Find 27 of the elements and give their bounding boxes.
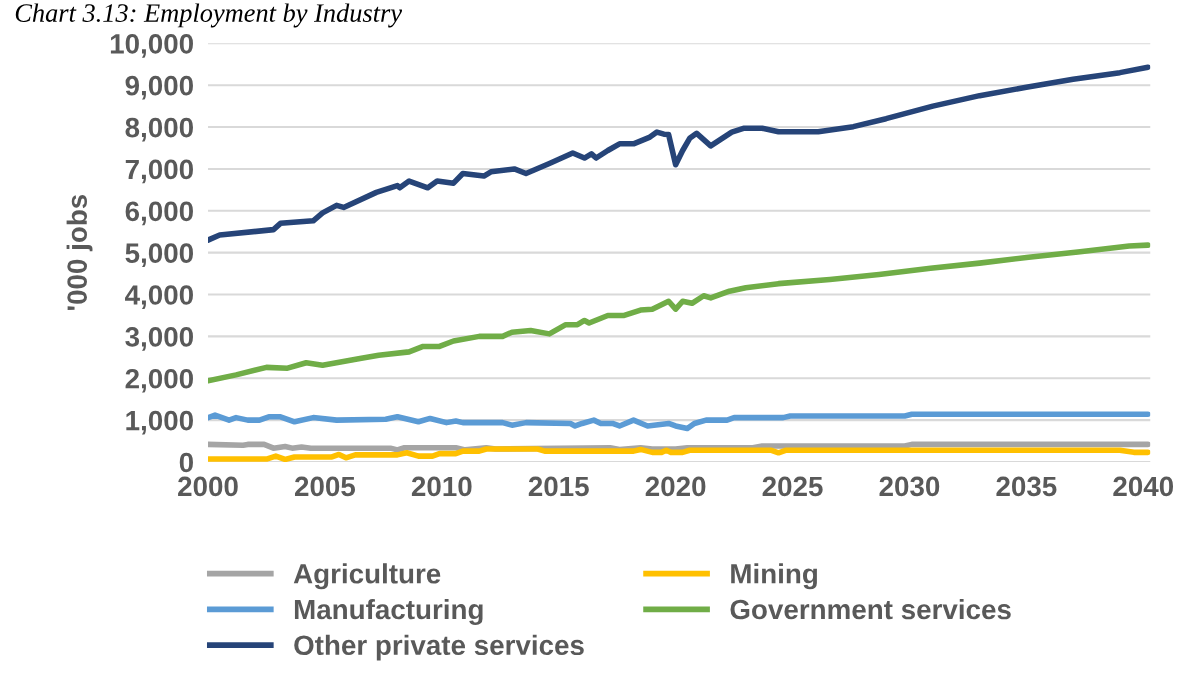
y-tick-label: 7,000 <box>125 159 193 184</box>
legend-label: Government services <box>730 598 1011 620</box>
x-tick-label: 2020 <box>645 476 706 497</box>
y-tick-label: 2,000 <box>125 368 193 393</box>
legend-label: Manufacturing <box>294 598 483 625</box>
x-tick-label: 2030 <box>879 476 940 497</box>
y-tick-label: 0 <box>179 452 193 473</box>
y-tick-label: 1,000 <box>126 410 193 435</box>
legend-label: Mining <box>731 563 817 590</box>
x-tick-label: 2040 <box>1113 476 1174 497</box>
x-tick-label: 2035 <box>996 476 1057 497</box>
y-tick-label: 10,000 <box>110 34 193 58</box>
legend-label: Other private services <box>294 634 584 661</box>
y-axis-title: '000 jobs <box>66 194 93 311</box>
y-tick-label: 4,000 <box>125 285 193 309</box>
x-tick-label: 2015 <box>528 476 589 497</box>
y-tick-label: 9,000 <box>125 75 193 100</box>
chart-title: Chart 3.13: Employment by Industry <box>15 3 403 28</box>
x-tick-label: 2010 <box>411 476 472 497</box>
y-tick-label: 8,000 <box>125 117 193 142</box>
x-tick-label: 2025 <box>762 476 823 497</box>
y-tick-label: 5,000 <box>125 243 193 268</box>
x-tick-label: 2005 <box>294 476 356 497</box>
y-tick-label: 3,000 <box>125 327 193 351</box>
legend-label: Agriculture <box>293 563 441 590</box>
x-tick-label: 2000 <box>178 476 238 497</box>
y-tick-label: 6,000 <box>125 201 193 226</box>
